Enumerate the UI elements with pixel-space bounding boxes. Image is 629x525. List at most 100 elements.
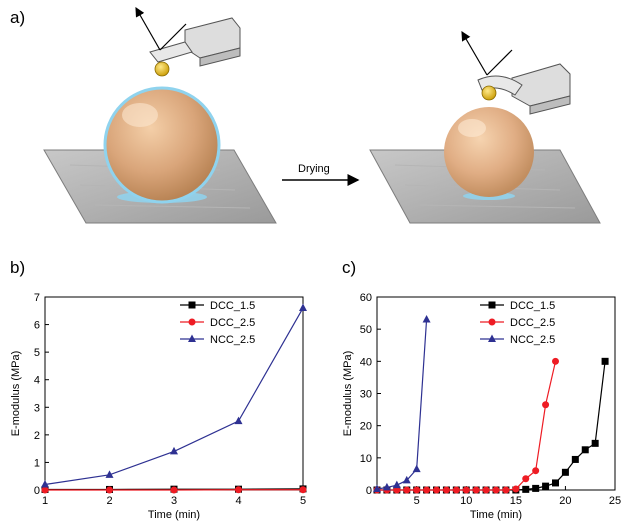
legend: DCC_1.5 DCC_2.5 NCC_2.5 bbox=[480, 300, 555, 346]
panel-label-b: b) bbox=[10, 258, 26, 277]
data-point bbox=[393, 486, 401, 494]
y-axis-label: E-modulus (MPa) bbox=[10, 351, 22, 437]
data-point bbox=[571, 455, 579, 463]
data-point bbox=[581, 446, 589, 454]
data-point bbox=[502, 486, 510, 494]
legend: DCC_1.5 DCC_2.5 NCC_2.5 bbox=[180, 300, 255, 346]
data-point bbox=[552, 357, 559, 365]
y-tick-label: 30 bbox=[360, 389, 372, 401]
y-tick-label: 40 bbox=[360, 356, 372, 368]
data-point bbox=[442, 486, 450, 494]
drying-label: Drying bbox=[298, 163, 330, 175]
data-point bbox=[413, 486, 421, 494]
legend-marker bbox=[188, 301, 196, 309]
x-tick-label: 15 bbox=[510, 495, 522, 507]
x-tick-label: 4 bbox=[235, 495, 241, 507]
data-point bbox=[433, 486, 440, 494]
data-point bbox=[462, 486, 470, 494]
x-tick-label: 20 bbox=[559, 495, 571, 507]
y-tick-label: 7 bbox=[34, 292, 40, 304]
y-tick-label: 60 bbox=[360, 292, 372, 304]
legend-label: DCC_2.5 bbox=[510, 317, 555, 329]
gold-probe-left bbox=[154, 61, 170, 77]
data-point bbox=[423, 486, 431, 494]
x-tick-label: 5 bbox=[414, 495, 420, 507]
y-tick-label: 3 bbox=[34, 402, 40, 414]
data-point bbox=[170, 486, 178, 494]
x-axis-label: Time (min) bbox=[148, 509, 200, 521]
legend-label: DCC_2.5 bbox=[210, 317, 255, 329]
data-point bbox=[41, 486, 49, 494]
data-point bbox=[532, 467, 540, 475]
data-point bbox=[382, 482, 391, 491]
data-point bbox=[105, 470, 114, 478]
series-line bbox=[376, 319, 428, 490]
legend-marker bbox=[488, 318, 496, 326]
legend-label: DCC_1.5 bbox=[210, 300, 255, 312]
data-point bbox=[452, 486, 460, 494]
data-point bbox=[512, 485, 520, 493]
x-tick-label: 2 bbox=[106, 495, 112, 507]
drying-illustration: Drying bbox=[43, 6, 601, 224]
data-point bbox=[41, 479, 49, 488]
panel-label-c: c) bbox=[342, 258, 357, 277]
drying-arrow[interactable]: Drying bbox=[282, 163, 360, 186]
data-point bbox=[522, 475, 530, 483]
plot-frame bbox=[44, 296, 304, 491]
y-tick-label: 1 bbox=[34, 457, 40, 469]
series-NCC_2.5 bbox=[373, 315, 431, 493]
legend-marker bbox=[188, 318, 196, 326]
x-axis-label: Time (min) bbox=[470, 509, 522, 521]
data-point bbox=[234, 416, 243, 425]
data-point bbox=[392, 480, 401, 489]
data-point bbox=[601, 357, 609, 365]
y-tick-label: 6 bbox=[34, 320, 40, 332]
y-tick-label: 4 bbox=[34, 375, 40, 387]
y-axis-label: E-modulus (MPa) bbox=[342, 351, 354, 437]
y-tick-label: 2 bbox=[34, 430, 40, 442]
y-tick-label: 0 bbox=[366, 485, 372, 497]
cantilever-left bbox=[135, 6, 241, 77]
y-tick-label: 10 bbox=[360, 453, 372, 465]
x-tick-label: 3 bbox=[171, 495, 177, 507]
x-tick-label: 25 bbox=[609, 495, 621, 507]
plot-frame bbox=[376, 296, 616, 491]
legend-label: NCC_2.5 bbox=[210, 334, 255, 346]
data-point bbox=[373, 484, 381, 493]
x-tick-label: 5 bbox=[300, 495, 306, 507]
panel-label-a: a) bbox=[10, 8, 26, 27]
series-DCC_2.5 bbox=[41, 486, 307, 494]
data-point bbox=[235, 486, 242, 494]
data-point bbox=[299, 303, 307, 312]
data-point bbox=[532, 484, 540, 492]
y-tick-label: 50 bbox=[360, 324, 372, 336]
legend-label: NCC_2.5 bbox=[510, 334, 555, 346]
legend-marker bbox=[488, 301, 496, 309]
x-tick-label: 1 bbox=[42, 495, 48, 507]
y-tick-label: 20 bbox=[360, 421, 372, 433]
legend-marker bbox=[488, 334, 496, 342]
data-point bbox=[106, 486, 113, 494]
chart-c: 0 10 20 30 40 50 60 5 10 15 20 25 Time (min) E-modulu… bbox=[342, 292, 621, 521]
cantilever-right bbox=[461, 30, 571, 115]
y-tick-label: 0 bbox=[34, 485, 40, 497]
data-point bbox=[170, 446, 178, 455]
x-tick-label: 10 bbox=[460, 495, 472, 507]
data-point bbox=[492, 486, 500, 494]
series-DCC_2.5 bbox=[373, 357, 559, 494]
y-tick-label: 5 bbox=[34, 347, 40, 359]
data-point bbox=[522, 485, 530, 493]
data-point bbox=[542, 482, 550, 490]
data-point bbox=[561, 468, 569, 476]
data-point bbox=[403, 486, 411, 494]
series-line bbox=[377, 361, 557, 491]
data-point bbox=[422, 315, 431, 323]
legend-label: DCC_1.5 bbox=[510, 300, 555, 312]
data-point bbox=[472, 486, 480, 494]
data-point bbox=[591, 439, 599, 447]
data-point bbox=[552, 479, 559, 487]
series-NCC_2.5 bbox=[41, 303, 307, 488]
series-line bbox=[377, 361, 606, 491]
